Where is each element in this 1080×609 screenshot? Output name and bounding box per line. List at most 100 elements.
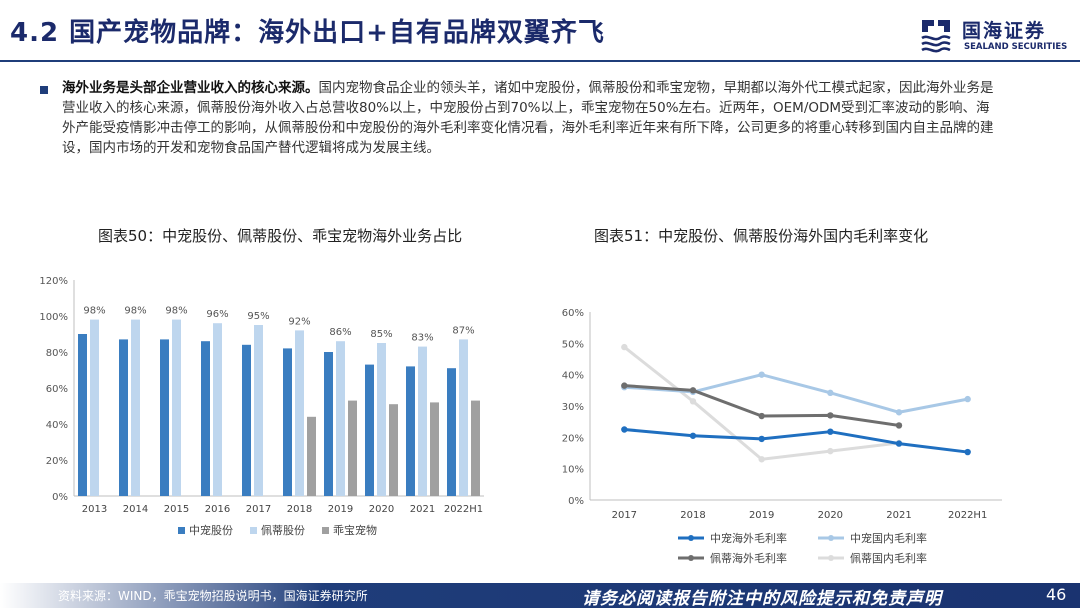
chart50-bar-中宠股份 (242, 344, 251, 496)
chart50-x-tick-label: 2018 (287, 504, 312, 515)
chart51-legend-marker (828, 535, 834, 541)
chart50-x-tick-label: 2016 (205, 504, 230, 515)
chart50-x-tick-label: 2022H1 (444, 504, 483, 515)
chart51-y-tick-label: 0% (568, 496, 584, 507)
footer-bar (0, 583, 1080, 608)
chart51-point-中宠海外毛利率 (895, 440, 903, 447)
chart50-data-label: 85% (370, 329, 392, 340)
chart51-legend-label: 中宠海外毛利率 (710, 531, 787, 545)
chart50-bar-中宠股份 (119, 339, 128, 496)
chart51-y-tick-label: 50% (562, 339, 584, 350)
summary-lead: 海外业务是头部企业营业收入的核心来源。 (62, 80, 319, 96)
chart50-title: 图表50：中宠股份、佩蒂股份、乖宝宠物海外业务占比 (98, 227, 463, 245)
chart50-data-label: 95% (247, 311, 269, 322)
chart51-line-佩蒂海外毛利率 (624, 384, 900, 427)
chart50-bar-佩蒂股份 (254, 325, 263, 496)
chart50-y-tick-label: 80% (46, 348, 68, 359)
chart50-data-label: 98% (165, 306, 187, 317)
chart51-point-佩蒂国内毛利率 (621, 343, 628, 351)
page-title: 4.2 国产宠物品牌：海外出口+自有品牌双翼齐飞 (10, 18, 605, 48)
chart50-y-tick-label: 0% (52, 492, 68, 503)
chart51-point-中宠国内毛利率 (827, 389, 834, 397)
chart51-legend-label: 佩蒂国内毛利率 (850, 551, 927, 565)
chart51-y-tick-label: 60% (562, 308, 584, 319)
chart51-point-佩蒂海外毛利率 (621, 382, 628, 389)
chart51-y-tick-label: 40% (562, 371, 584, 382)
chart51-title: 图表51：中宠股份、佩蒂股份海外国内毛利率变化 (594, 227, 929, 245)
chart51-y-tick-label: 10% (562, 465, 584, 476)
chart50-y-tick-label: 100% (39, 312, 68, 323)
logo-name-en: SEALAND SECURITIES (964, 42, 1068, 52)
chart51-line-chart: 0% 10% 20% 30% 40% 50% 60% 2017 2018 2019 2020 2021… (562, 308, 1002, 565)
chart50-bar-中宠股份 (324, 352, 333, 496)
chart50-bar-乖宝宠物 (430, 402, 439, 496)
chart51-x-tick-label: 2018 (680, 510, 705, 521)
chart51-point-佩蒂国内毛利率 (827, 447, 834, 455)
chart50-legend-swatch (322, 527, 329, 534)
chart50-bar-佩蒂股份 (90, 319, 99, 496)
chart50-bar-乖宝宠物 (348, 400, 357, 496)
chart50-legend-label: 乖宝宠物 (333, 523, 377, 537)
summary-body: 国内宠物食品企业的领头羊，诸如中宠股份，佩蒂股份和乖宝宠物，早期都以海外代工模式… (62, 80, 994, 156)
chart50-data-label: 96% (206, 309, 228, 320)
chart50-data-label: 98% (83, 306, 105, 317)
chart50-bar-中宠股份 (365, 364, 374, 496)
chart50-bar-乖宝宠物 (307, 416, 316, 496)
chart51-point-佩蒂海外毛利率 (689, 387, 697, 394)
chart50-x-tick-label: 2014 (123, 504, 148, 515)
chart50-bar-佩蒂股份 (418, 346, 427, 496)
footer-disclaimer: 请务必阅读报告附注中的风险提示和免责声明 (582, 589, 942, 609)
chart51-line-佩蒂国内毛利率 (623, 345, 900, 461)
chart51-point-中宠海外毛利率 (964, 448, 971, 456)
chart51-x-tick-label: 2019 (749, 510, 774, 521)
chart50-bar-乖宝宠物 (389, 404, 398, 496)
chart51-point-中宠国内毛利率 (964, 395, 971, 403)
chart51-point-佩蒂海外毛利率 (758, 412, 765, 420)
chart51-point-佩蒂海外毛利率 (895, 422, 903, 429)
chart50-bar-佩蒂股份 (213, 323, 222, 496)
chart51-point-佩蒂海外毛利率 (827, 412, 834, 419)
chart50-legend-swatch (178, 527, 185, 534)
chart50-bar-中宠股份 (447, 368, 456, 496)
chart50-bar-中宠股份 (160, 339, 169, 496)
chart51-point-佩蒂国内毛利率 (689, 398, 697, 405)
chart50-bar-佩蒂股份 (131, 319, 140, 496)
chart50-legend-label: 佩蒂股份 (261, 523, 305, 537)
chart50-x-tick-label: 2015 (164, 504, 189, 515)
chart51-x-tick-label: 2022H1 (948, 510, 987, 521)
chart51-legend-label: 中宠国内毛利率 (850, 531, 927, 545)
chart51-x-tick-label: 2017 (612, 510, 637, 521)
chart50-y-tick-label: 20% (46, 456, 68, 467)
chart51-legend-marker (688, 555, 694, 561)
chart50-x-tick-label: 2020 (369, 504, 394, 515)
chart50-bar-chart: 0% 20% 40% 60% 80% 100% 120% 2013 98% 2014 98% 2015… (39, 276, 484, 537)
chart50-bar-佩蒂股份 (172, 319, 181, 496)
chart50-bar-中宠股份 (406, 366, 415, 496)
sealand-logo-icon (921, 20, 951, 53)
chart51-legend-marker (828, 555, 834, 561)
chart50-bar-佩蒂股份 (459, 339, 468, 496)
chart51-x-tick-label: 2020 (818, 510, 843, 521)
chart51-point-中宠海外毛利率 (758, 435, 765, 443)
chart50-legend-swatch (250, 527, 257, 534)
chart51-y-tick-label: 30% (562, 402, 584, 413)
chart50-bar-乖宝宠物 (471, 400, 480, 496)
chart50-y-tick-label: 40% (46, 420, 68, 431)
chart50-x-tick-label: 2013 (82, 504, 107, 515)
chart51-point-中宠国内毛利率 (758, 371, 765, 378)
footer: 资料来源：WIND，乖宝宠物招股说明书，国海证券研究所 请务必阅读报告附注中的风… (0, 583, 1080, 609)
bullet-square-icon (40, 86, 48, 94)
chart51-point-中宠海外毛利率 (827, 428, 834, 435)
chart51-legend-label: 佩蒂海外毛利率 (710, 551, 787, 565)
chart50-bar-中宠股份 (283, 348, 292, 496)
chart51-legend-marker (688, 535, 694, 541)
chart50-data-label: 92% (288, 316, 310, 327)
chart50-bar-佩蒂股份 (336, 341, 345, 496)
chart50-bar-中宠股份 (78, 334, 87, 496)
chart50-y-tick-label: 120% (39, 276, 68, 287)
chart51-point-中宠国内毛利率 (895, 409, 903, 416)
chart51-line-中宠国内毛利率 (624, 373, 968, 414)
chart50-y-tick-label: 60% (46, 384, 68, 395)
chart50-data-label: 87% (452, 325, 474, 336)
chart50-data-label: 98% (124, 306, 146, 317)
